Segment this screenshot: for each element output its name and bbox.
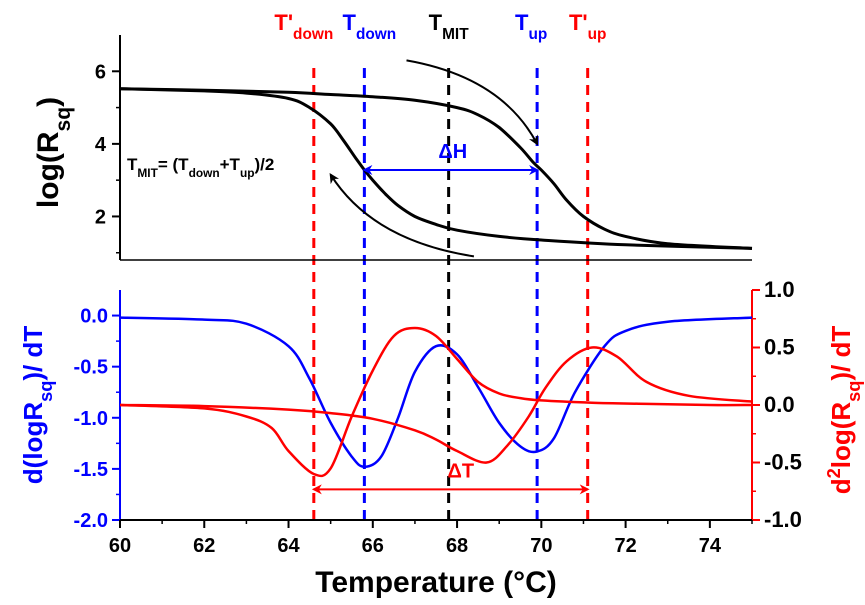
left-ytick-label--1.5: -1.5 <box>74 459 108 481</box>
delta-t-label: ΔT <box>447 460 474 482</box>
xtick-label-72: 72 <box>614 535 636 557</box>
right-ytick-label-0.5: 0.5 <box>764 335 795 360</box>
vline-label-2: TMIT <box>429 10 470 43</box>
left-ytick-label-0.0: 0.0 <box>80 306 108 328</box>
top-curve-1 <box>119 87 753 250</box>
bottom-curve-2 <box>119 346 753 464</box>
right-ytick-label-0.0: 0.0 <box>764 392 795 417</box>
x-axis-title: Temperature (°C) <box>315 566 556 599</box>
left-ytick-label--1.0: -1.0 <box>74 408 108 430</box>
xtick-label-70: 70 <box>530 535 552 557</box>
bottom-curve-1 <box>119 326 753 478</box>
top-ytick-label-2: 2 <box>95 206 106 228</box>
right-ytick-label--1.0: -1.0 <box>764 507 802 532</box>
left-ytick-label--0.5: -0.5 <box>74 357 108 379</box>
xtick-label-68: 68 <box>446 535 468 557</box>
xtick-label-64: 64 <box>277 535 300 557</box>
vline-label-3: Tup <box>515 10 547 43</box>
top-curve-0 <box>119 87 753 250</box>
vline-label-1: Tdown <box>343 10 397 43</box>
vline-label-4: T'up <box>569 10 606 43</box>
vline-label-0: T'down <box>274 10 333 43</box>
xtick-label-62: 62 <box>193 535 215 557</box>
xtick-label-66: 66 <box>362 535 384 557</box>
xtick-label-60: 60 <box>109 535 131 557</box>
right-ytick-label--0.5: -0.5 <box>764 450 802 475</box>
left-ytick-label--2.0: -2.0 <box>74 510 108 532</box>
vertical-reference-lines <box>312 68 590 520</box>
xtick-label-74: 74 <box>699 535 722 557</box>
left-y-axis-title: d(logRsq)/ dT <box>18 326 56 485</box>
top-arrow-0 <box>406 59 539 146</box>
right-y-axis-title: d2log(Rsq)/ dT <box>824 326 864 495</box>
top-ytick-label-6: 6 <box>95 61 106 83</box>
top-y-axis-title: log(Rsq) <box>32 97 75 208</box>
tmit-formula: TMIT= (Tdown+Tup)/2 <box>127 155 274 180</box>
delta-h-label: ΔH <box>438 141 467 163</box>
bottom-curve-0 <box>119 316 753 469</box>
top-ytick-label-4: 4 <box>95 134 107 156</box>
vertical-line-labels: T'down Tdown TMIT Tup T'up <box>274 10 606 43</box>
right-ytick-label-1.0: 1.0 <box>764 277 795 302</box>
bottom-panel: 0.0 -0.5 -1.0 -1.5 -2.0 1.0 0.5 0.0 -0.5 -1.0 60 62… <box>18 277 864 599</box>
top-panel: 2 4 6 log(Rsq) ΔH TMIT= (Tdown+Tup)/2 <box>32 35 753 261</box>
top-arrow-1 <box>329 173 475 258</box>
